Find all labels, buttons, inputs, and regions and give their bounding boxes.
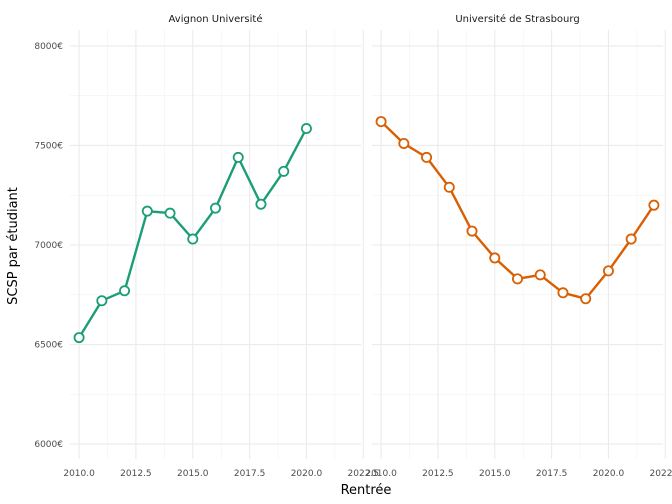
data-point <box>580 293 592 305</box>
y-axis-ticks: 6000€ 6500€ 7000€ 7500€ 8000€ <box>34 42 63 450</box>
data-point <box>141 205 153 217</box>
y-tick-label: 7500€ <box>34 141 63 151</box>
x-ticks-avignon: 2010.0 2012.5 2015.0 2017.5 2020.0 2022.5 <box>63 469 379 479</box>
facet-strasbourg: Université de Strasbourg 2010.0 2012.5 201… <box>365 13 672 479</box>
data-point <box>164 207 176 219</box>
x-tick-label: 2017.5 <box>536 469 568 479</box>
data-point <box>602 265 614 277</box>
data-point <box>512 273 524 285</box>
data-point <box>648 199 660 211</box>
x-tick-label: 2020.0 <box>291 469 323 479</box>
y-tick-label: 8000€ <box>34 42 63 52</box>
facet-avignon: Avignon Université 2010.0 2012.5 2015.0 201… <box>63 13 379 479</box>
data-point <box>421 151 433 163</box>
x-tick-label: 2022.5 <box>348 469 380 479</box>
y-tick-label: 6500€ <box>34 341 63 351</box>
data-point <box>119 285 131 297</box>
data-point <box>489 252 501 264</box>
data-point <box>398 137 410 149</box>
x-tick-label: 2015.0 <box>177 469 209 479</box>
grid-strasbourg <box>372 30 666 459</box>
x-axis-title: Rentrée <box>341 483 392 498</box>
points-avignon <box>73 123 312 344</box>
points-strasbourg <box>375 116 660 305</box>
x-ticks-strasbourg: 2010.0 2012.5 2015.0 2017.5 2020.0 2022.5 <box>365 469 672 479</box>
x-tick-label: 2012.5 <box>120 469 152 479</box>
facet-title-avignon: Avignon Université <box>169 13 263 25</box>
y-tick-label: 7000€ <box>34 241 63 251</box>
data-point <box>557 287 569 299</box>
x-tick-label: 2010.0 <box>63 469 95 479</box>
x-tick-label: 2010.0 <box>365 469 397 479</box>
data-point <box>466 225 478 237</box>
data-point <box>625 233 637 245</box>
facet-title-strasbourg: Université de Strasbourg <box>455 13 579 25</box>
data-point <box>232 151 244 163</box>
data-point <box>255 198 267 210</box>
data-point <box>278 165 290 177</box>
y-axis-title: SCSP par étudiant <box>6 187 21 305</box>
x-tick-label: 2015.0 <box>479 469 511 479</box>
y-tick-label: 6000€ <box>34 440 63 450</box>
data-point <box>534 269 546 281</box>
data-point <box>443 181 455 193</box>
data-point <box>187 233 199 245</box>
x-tick-label: 2020.0 <box>593 469 625 479</box>
x-tick-label: 2017.5 <box>234 469 266 479</box>
data-point <box>73 332 85 344</box>
data-point <box>209 202 221 214</box>
data-point <box>300 123 312 135</box>
grid-avignon <box>70 30 364 459</box>
x-tick-label: 2022.5 <box>650 469 672 479</box>
data-point <box>96 295 108 307</box>
x-tick-label: 2012.5 <box>422 469 454 479</box>
data-point <box>375 116 387 128</box>
